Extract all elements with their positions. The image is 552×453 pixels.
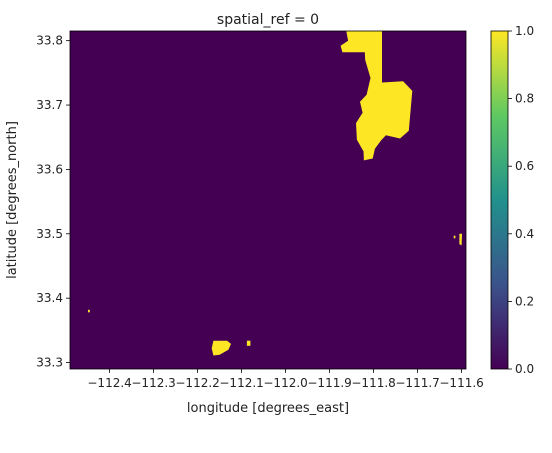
colorbar-tick-label: 0.4 — [515, 227, 534, 241]
colorbar-tick-label: 0.2 — [515, 294, 534, 308]
heatmap-region — [453, 235, 456, 239]
y-tick-label: 33.4 — [36, 291, 63, 305]
chart-title: spatial_ref = 0 — [217, 12, 319, 28]
heatmap-background — [70, 31, 466, 369]
x-axis: −112.4 −112.3 −112.2 −112.1 −112.0 −111.9 −111… — [87, 369, 484, 390]
heatmap-region — [459, 233, 462, 246]
y-tick-label: 33.7 — [36, 98, 63, 112]
x-tick-label: −111.6 — [439, 376, 483, 390]
x-tick-label: −112.4 — [87, 376, 131, 390]
heatmap-region — [211, 340, 231, 356]
colorbar: 0.0 0.2 0.4 0.6 0.8 1.0 — [490, 24, 534, 376]
colorbar-tick-label: 0.8 — [515, 92, 534, 106]
heatmap-region — [246, 340, 251, 346]
y-axis: 33.3 33.4 33.5 33.6 33.7 33.8 — [36, 34, 70, 370]
colorbar-tick-label: 0.0 — [515, 362, 534, 376]
heatmap-region — [340, 31, 413, 161]
colorbar-tick-label: 1.0 — [515, 24, 534, 38]
x-tick-label: −111.8 — [351, 376, 395, 390]
x-tick-label: −112.0 — [263, 376, 307, 390]
y-tick-label: 33.3 — [36, 356, 63, 370]
y-tick-label: 33.5 — [36, 227, 63, 241]
heatmap-region — [88, 309, 90, 313]
x-axis-label: longitude [degrees_east] — [187, 401, 349, 416]
x-tick-label: −112.2 — [175, 376, 219, 390]
x-tick-label: −111.7 — [395, 376, 439, 390]
colorbar-frame — [490, 30, 509, 370]
y-tick-label: 33.8 — [36, 34, 63, 48]
colorbar-gradient — [491, 31, 508, 369]
plot-area — [69, 30, 467, 370]
colorbar-axis: 0.0 0.2 0.4 0.6 0.8 1.0 — [508, 24, 534, 376]
y-axis-label: latitude [degrees_north] — [5, 121, 20, 279]
x-tick-label: −112.1 — [219, 376, 263, 390]
x-tick-label: −111.9 — [307, 376, 351, 390]
colorbar-tick-label: 0.6 — [515, 159, 534, 173]
x-tick-label: −112.3 — [131, 376, 175, 390]
plot-frame — [69, 30, 467, 370]
y-tick-label: 33.6 — [36, 162, 63, 176]
heatmap-regions — [88, 31, 462, 356]
